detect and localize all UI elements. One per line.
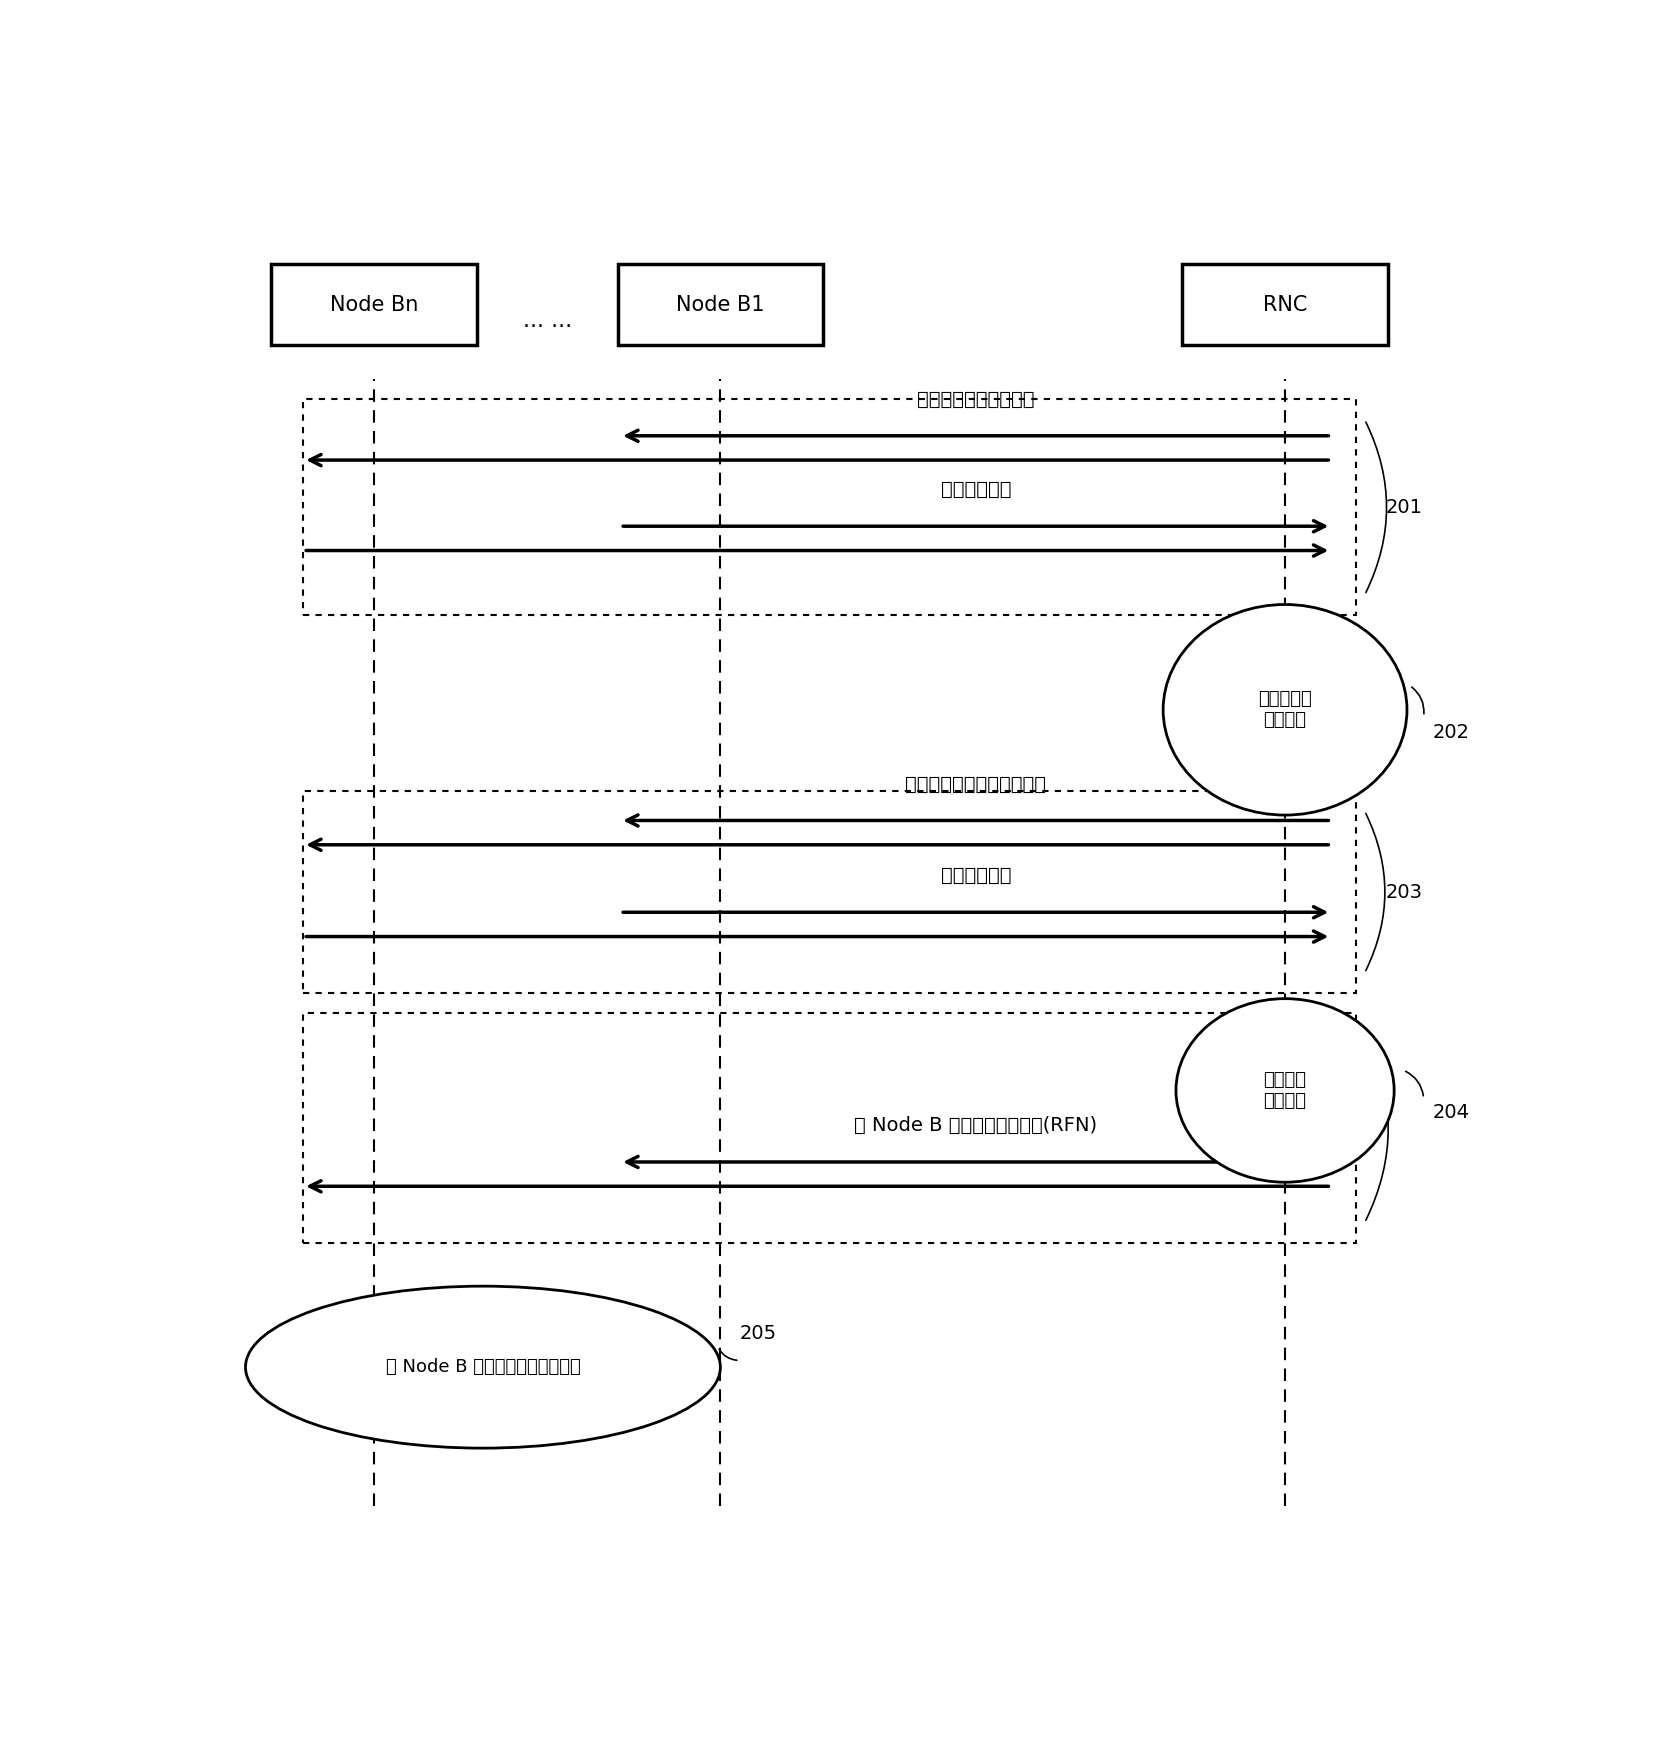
- Ellipse shape: [245, 1287, 720, 1448]
- Text: 确定空口
发送时间: 确定空口 发送时间: [1263, 1071, 1306, 1110]
- Text: Node Bn: Node Bn: [329, 295, 417, 316]
- Text: 203: 203: [1384, 882, 1422, 901]
- Text: Node B1: Node B1: [675, 295, 765, 316]
- Text: 帧号同步应答: 帧号同步应答: [940, 866, 1011, 885]
- Text: RNC: RNC: [1263, 295, 1306, 316]
- Text: 202: 202: [1432, 724, 1468, 742]
- Ellipse shape: [1175, 999, 1394, 1182]
- Text: ... ...: ... ...: [523, 310, 571, 331]
- Ellipse shape: [1162, 605, 1407, 815]
- Text: 帧号同步信息（帧号差値）: 帧号同步信息（帧号差値）: [905, 775, 1046, 794]
- Text: 204: 204: [1432, 1103, 1468, 1122]
- FancyBboxPatch shape: [271, 265, 477, 345]
- Text: 计算时延和
帧号差値: 计算时延和 帧号差値: [1258, 691, 1311, 729]
- FancyBboxPatch shape: [1182, 265, 1387, 345]
- Text: 上行同步应答: 上行同步应答: [940, 480, 1011, 500]
- Text: 向 Node B 转发广播业务数据(RFN): 向 Node B 转发广播业务数据(RFN): [854, 1117, 1097, 1134]
- Text: 201: 201: [1384, 498, 1422, 517]
- Text: 下行节点同步请求信号: 下行节点同步请求信号: [917, 389, 1034, 408]
- Text: 205: 205: [740, 1324, 776, 1343]
- FancyBboxPatch shape: [617, 265, 823, 345]
- Text: 各 Node B 同步发送广播业务数据: 各 Node B 同步发送广播业务数据: [386, 1359, 579, 1376]
